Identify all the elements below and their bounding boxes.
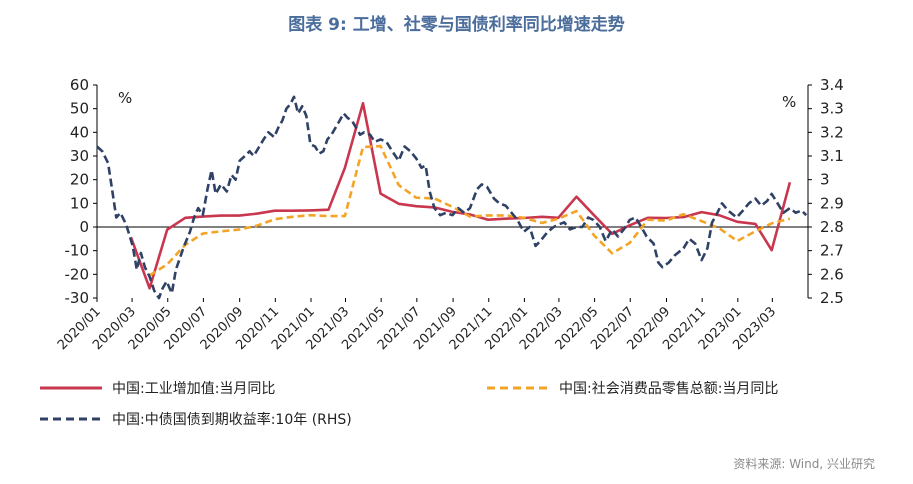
left-tick-label: -30 [65,289,90,307]
series-line-2 [148,144,791,277]
left-tick-label: -20 [65,265,90,283]
right-tick-label: 3 [820,171,830,189]
right-tick-label: 3.4 [820,76,844,94]
chart-legend: 中国:工业增加值:当月同比 中国:社会消费品零售总额:当月同比中国:中债国债到期收… [40,381,778,428]
series-line-3 [96,95,808,300]
legend-label-3: 中国:中债国债到期收益率:10年 (RHS) [112,411,352,428]
legend-label-1: 中国:工业增加值:当月同比 [112,381,275,397]
left-tick-label: 0 [79,218,89,236]
right-tick-label: 2.8 [820,218,844,236]
right-tick-label: 2.7 [820,242,844,260]
left-tick-label: 20 [70,171,89,189]
source-note: 资料来源: Wind, 兴业研究 [733,457,875,471]
left-tick-label: 40 [70,123,89,141]
left-tick-label: 60 [70,76,89,94]
right-tick-label: 2.6 [820,265,844,283]
right-tick-label: 2.9 [820,194,844,212]
right-tick-label: 3.2 [820,123,844,141]
legend-label-2: 中国:社会消费品零售总额:当月同比 [559,381,778,397]
chart-lines [96,95,808,300]
left-unit-label: % [118,89,132,107]
left-tick-label: 30 [70,147,89,165]
chart-title: 图表 9: 工增、社零与国债利率同比增速走势 [288,15,625,35]
right-tick-label: 2.5 [820,289,844,307]
left-tick-label: 10 [70,194,89,212]
right-tick-label: 3.3 [820,100,844,118]
series-line-1 [129,101,792,290]
left-tick-label: 50 [70,100,89,118]
left-tick-label: -10 [65,242,90,260]
right-tick-label: 3.1 [820,147,844,165]
right-unit-label: % [782,93,796,111]
